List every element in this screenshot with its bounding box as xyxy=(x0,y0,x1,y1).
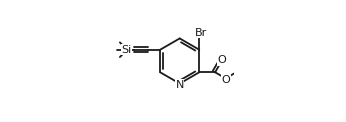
Text: Br: Br xyxy=(195,28,208,38)
Text: O: O xyxy=(217,55,226,65)
Text: N: N xyxy=(175,80,184,90)
Text: O: O xyxy=(222,75,230,85)
Text: Si: Si xyxy=(121,45,131,55)
